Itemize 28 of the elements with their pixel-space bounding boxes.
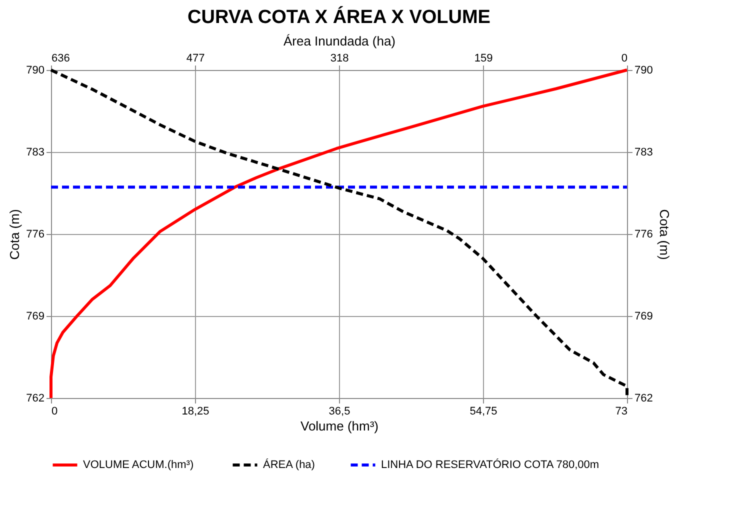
legend-label: ÁREA (ha)	[263, 458, 315, 471]
x-tick-label: 18,25	[182, 406, 210, 418]
x2-tick-label: 159	[474, 52, 493, 64]
chart-title: CURVA COTA X ÁREA X VOLUME	[188, 6, 490, 28]
y-tick-label: 769	[26, 310, 44, 322]
x-tick-label: 54,75	[470, 406, 498, 418]
y-axis-title: Cota (m)	[7, 209, 22, 260]
y2-tick-label: 783	[634, 146, 653, 158]
x-tick-label: 73	[615, 406, 628, 418]
y2-axis-title: Cota (m)	[656, 209, 672, 260]
x-tick-label: 0	[52, 406, 58, 418]
x2-axis-title: Área Inundada (ha)	[283, 34, 396, 48]
x2-tick-label: 636	[52, 52, 70, 64]
legend-label: LINHA DO RESERVATÓRIO COTA 780,00m	[381, 458, 600, 471]
x-tick-label: 36,5	[328, 406, 350, 418]
y2-tick-label: 762	[634, 392, 653, 404]
y-tick-label: 783	[26, 146, 44, 158]
x2-tick-label: 0	[621, 52, 628, 64]
legend-label: VOLUME ACUM.(hm³)	[83, 459, 194, 471]
y-tick-label: 776	[26, 228, 44, 240]
y2-tick-label: 776	[634, 228, 653, 240]
x2-tick-label: 318	[330, 52, 349, 64]
y2-tick-label: 790	[634, 64, 653, 76]
x-axis-title: Volume (hm³)	[300, 418, 379, 434]
y2-tick-label: 769	[634, 310, 653, 322]
y-tick-label: 790	[26, 64, 44, 76]
y-tick-label: 762	[26, 392, 44, 404]
x2-tick-label: 477	[186, 52, 205, 64]
